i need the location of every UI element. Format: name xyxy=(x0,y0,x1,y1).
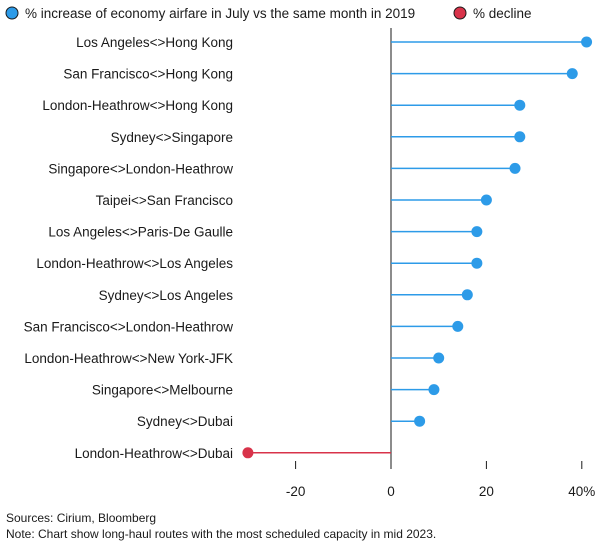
category-label: Los Angeles<>Hong Kong xyxy=(76,35,233,50)
category-label: San Francisco<>Hong Kong xyxy=(63,67,233,82)
legend-marker-increase xyxy=(5,6,19,20)
category-label: Los Angeles<>Paris-De Gaulle xyxy=(48,225,233,240)
lollipop-dot xyxy=(581,36,593,48)
plot-area: Los Angeles<>Hong Kong San Francisco<>Hon… xyxy=(24,28,595,499)
lollipop-dot xyxy=(480,194,492,206)
lollipop-dot xyxy=(566,68,578,80)
category-label: Sydney<>Singapore xyxy=(111,130,233,145)
legend: % increase of economy airfare in July vs… xyxy=(5,6,532,21)
x-tick-label: 40% xyxy=(568,484,595,499)
x-tick-label: -20 xyxy=(286,484,306,499)
sources-note: Sources: Cirium, Bloomberg xyxy=(6,511,157,525)
lollipop-dot xyxy=(433,352,445,364)
category-label: Taipei<>San Francisco xyxy=(96,193,233,208)
lollipop-dot xyxy=(471,226,483,238)
category-label: London-Heathrow<>Dubai xyxy=(75,446,233,461)
legend-label-increase: % increase of economy airfare in July vs… xyxy=(25,6,415,21)
category-label: San Francisco<>London-Heathrow xyxy=(24,319,234,334)
category-label: London-Heathrow<>Hong Kong xyxy=(42,98,233,113)
lollipop-dot xyxy=(461,289,473,301)
legend-label-decline: % decline xyxy=(473,6,532,21)
category-label: London-Heathrow<>Los Angeles xyxy=(36,256,233,271)
lollipop-dot xyxy=(242,447,254,459)
lollipop-dot xyxy=(428,384,440,396)
lollipop-dot xyxy=(514,131,526,143)
category-label: Singapore<>London-Heathrow xyxy=(48,161,233,176)
category-label: Singapore<>Melbourne xyxy=(92,383,233,398)
lollipop-dot xyxy=(452,320,464,332)
x-tick-label: 20 xyxy=(479,484,494,499)
legend-marker-decline xyxy=(453,6,467,20)
lollipop-dot xyxy=(514,99,526,111)
chart-note: Note: Chart show long-haul routes with t… xyxy=(6,527,437,541)
x-tick-label: 0 xyxy=(387,484,395,499)
category-label: London-Heathrow<>New York-JFK xyxy=(24,351,233,366)
category-label: Sydney<>Los Angeles xyxy=(99,288,234,303)
category-label: Sydney<>Dubai xyxy=(137,414,233,429)
lollipop-dot xyxy=(509,162,521,174)
lollipop-dot xyxy=(414,415,426,427)
lollipop-dot xyxy=(471,257,483,269)
